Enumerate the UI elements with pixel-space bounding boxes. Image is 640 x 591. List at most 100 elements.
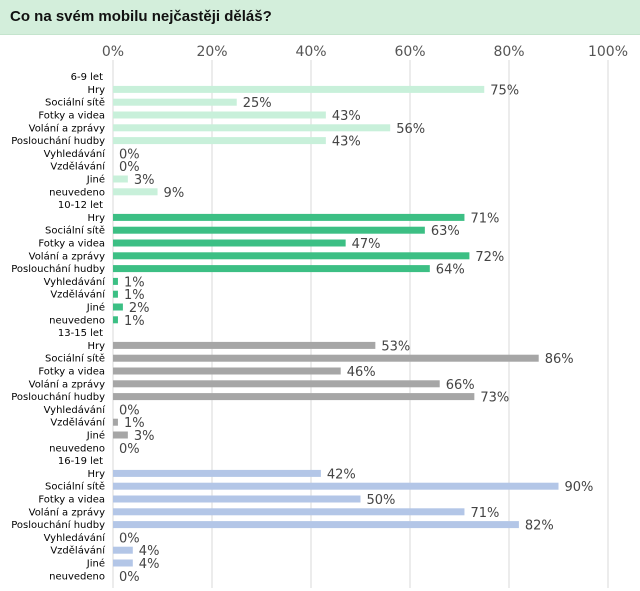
group-label: 13-15 let [58, 328, 103, 339]
category-label: Fotky a videa [38, 367, 105, 378]
category-label: Hry [87, 85, 105, 96]
bar [113, 85, 485, 93]
x-tick-label: 60% [394, 44, 425, 60]
category-label: neuvedeno [49, 315, 105, 326]
category-label: Vzdělávání [50, 161, 106, 173]
category-label: Fotky a videa [38, 239, 105, 250]
data-label: 46% [347, 365, 376, 380]
x-tick-label: 40% [295, 44, 326, 60]
data-label: 1% [124, 288, 145, 303]
bar [113, 252, 470, 260]
bar [113, 341, 376, 349]
data-label: 47% [352, 237, 381, 252]
data-label: 53% [381, 339, 410, 354]
bar [113, 418, 118, 426]
bar [113, 98, 237, 106]
data-label: 4% [139, 544, 160, 559]
category-label: Hry [87, 213, 105, 224]
category-label: Poslouchání hudby [11, 135, 105, 147]
bar [113, 175, 128, 183]
data-label: 72% [475, 250, 504, 265]
category-label: Volání a zprávy [29, 250, 105, 262]
bar [113, 290, 118, 298]
category-label: Vyhledávání [44, 148, 107, 160]
category-label: Poslouchání hudby [11, 263, 105, 275]
data-label: 50% [367, 493, 396, 508]
bar [113, 213, 465, 221]
category-label: Sociální sítě [45, 225, 105, 237]
bar [113, 124, 391, 132]
data-label: 0% [119, 570, 140, 585]
data-label: 1% [124, 314, 145, 329]
data-label: 2% [129, 301, 150, 316]
category-label: Sociální sítě [45, 481, 105, 493]
data-label: 63% [431, 224, 460, 239]
category-label: Vzdělávání [50, 545, 106, 557]
group-label: 10-12 let [58, 200, 103, 211]
category-label: Vyhledávání [44, 404, 107, 416]
category-label: Sociální sítě [45, 353, 105, 365]
category-label: Hry [87, 469, 105, 480]
data-label: 0% [119, 442, 140, 457]
category-label: Jiné [86, 302, 105, 314]
data-label: 75% [490, 83, 519, 98]
data-label: 73% [480, 391, 509, 406]
category-label: Vyhledávání [44, 276, 107, 288]
data-label: 3% [134, 429, 155, 444]
category-label: Vzdělávání [50, 417, 106, 429]
bar [113, 188, 158, 196]
x-tick-label: 80% [493, 44, 524, 60]
data-label: 42% [327, 467, 356, 482]
bar [113, 354, 539, 362]
data-label: 86% [545, 352, 574, 367]
bar [113, 559, 133, 567]
category-label: Volání a zprávy [29, 506, 105, 518]
data-label: 1% [124, 275, 145, 290]
data-label: 43% [332, 135, 361, 150]
bar [113, 367, 341, 375]
data-label: 9% [164, 186, 185, 201]
data-label: 71% [470, 211, 499, 226]
bar [113, 431, 128, 439]
bar [113, 495, 361, 503]
bar [113, 469, 321, 477]
x-tick-label: 0% [102, 44, 124, 60]
data-label: 0% [119, 160, 140, 175]
category-label: Hry [87, 341, 105, 352]
data-label: 25% [243, 96, 272, 111]
category-label: Volání a zprávy [29, 378, 105, 390]
bar [113, 482, 559, 490]
category-label: Poslouchání hudby [11, 519, 105, 531]
data-label: 90% [565, 480, 594, 495]
bar [113, 111, 326, 119]
group-label: 16-19 let [58, 456, 103, 467]
data-label: 1% [124, 416, 145, 431]
bar [113, 277, 118, 285]
category-label: Poslouchání hudby [11, 391, 105, 403]
data-label: 64% [436, 263, 465, 278]
category-label: Sociální sítě [45, 97, 105, 109]
bar [113, 546, 133, 554]
category-label: Jiné [86, 558, 105, 570]
bar [113, 303, 123, 311]
data-label: 71% [470, 506, 499, 521]
chart-title: Co na svém mobilu nejčastěji děláš? [10, 8, 272, 25]
data-label: 43% [332, 109, 361, 124]
data-label: 0% [119, 147, 140, 162]
category-label: Jiné [86, 174, 105, 186]
x-tick-label: 100% [588, 44, 628, 60]
bar [113, 521, 519, 529]
data-label: 0% [119, 403, 140, 418]
chart-title-bar: Co na svém mobilu nejčastěji děláš? [0, 0, 640, 35]
bar [113, 393, 475, 401]
category-label: neuvedeno [49, 443, 105, 454]
data-label: 0% [119, 531, 140, 546]
data-label: 82% [525, 519, 554, 534]
bar [113, 508, 465, 516]
data-label: 4% [139, 557, 160, 572]
bar [113, 316, 118, 324]
x-tick-label: 20% [196, 44, 227, 60]
category-label: Vzdělávání [50, 289, 106, 301]
bar [113, 239, 346, 247]
data-label: 56% [396, 122, 425, 137]
